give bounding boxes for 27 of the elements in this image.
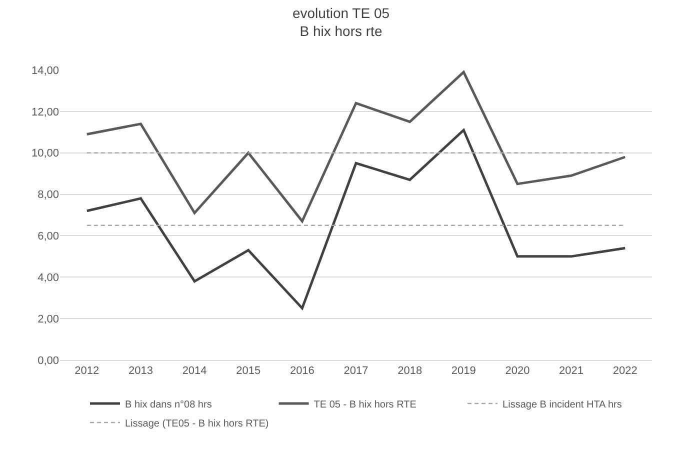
x-tick-label: 2019 (451, 365, 476, 378)
x-tick-label: 2022 (612, 365, 638, 378)
line-series (86, 128, 626, 310)
x-tick-label: 2015 (236, 365, 261, 378)
x-tick-label: 2018 (398, 365, 422, 378)
legend-label: Lissage (TE05 - B hix hors RTE) (125, 418, 269, 430)
line-series (86, 70, 626, 222)
x-tick-label: 2021 (559, 365, 584, 378)
y-tick-label: 2,00 (38, 313, 59, 326)
legend-label: TE 05 - B hix hors RTE (314, 399, 417, 410)
x-tick-label: 2012 (74, 365, 100, 378)
y-tick-label: 10,00 (31, 148, 59, 160)
x-tick-label: 2016 (290, 365, 314, 378)
chart-title: evolution TE 05 (292, 5, 390, 21)
y-tick-label: 14,00 (31, 64, 59, 77)
x-tick-label: 2017 (344, 365, 368, 378)
legend-label: Lissage B incident HTA hrs (502, 399, 622, 410)
y-tick-label: 8,00 (38, 189, 59, 202)
legend-label: B hix dans n°08 hrs (125, 399, 212, 410)
y-tick-label: 0,00 (38, 354, 59, 367)
y-tick-label: 6,00 (38, 230, 59, 243)
x-tick-label: 2013 (128, 365, 153, 378)
x-tick-label: 2020 (505, 365, 530, 378)
chart-subtitle: B hix hors rte (300, 23, 382, 40)
y-tick-label: 12,00 (31, 106, 59, 118)
x-tick-label: 2014 (182, 365, 207, 378)
y-tick-label: 4,00 (38, 272, 59, 284)
